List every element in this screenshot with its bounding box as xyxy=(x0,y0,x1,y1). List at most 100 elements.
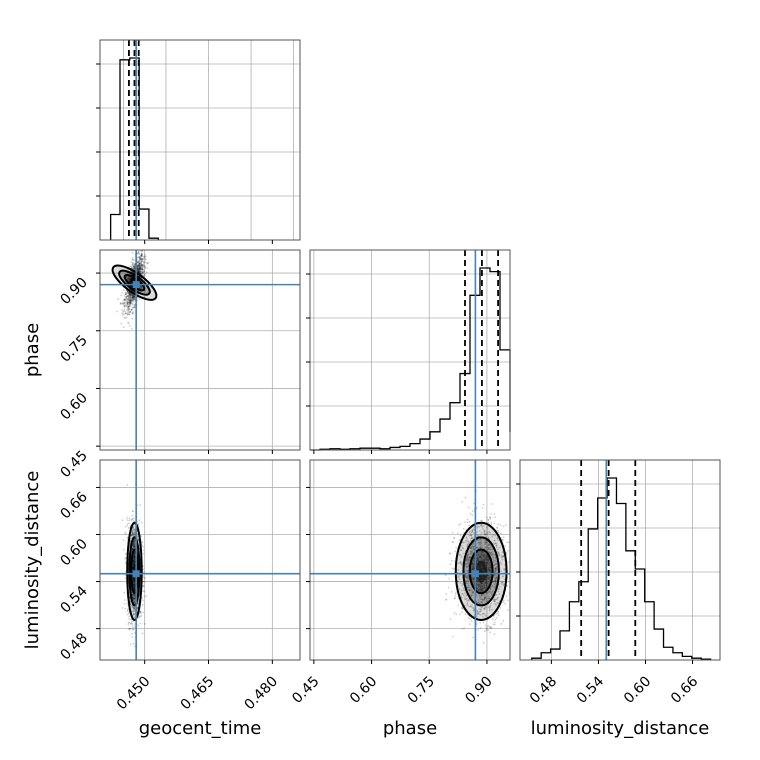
sample-point xyxy=(451,541,454,544)
sample-point xyxy=(142,270,145,272)
sample-point xyxy=(130,299,133,302)
sample-point xyxy=(138,266,141,269)
sample-point xyxy=(131,510,134,513)
sample-point xyxy=(125,312,128,315)
sample-point xyxy=(485,526,488,529)
contour-line xyxy=(454,521,508,622)
sample-point xyxy=(497,610,500,613)
sample-point xyxy=(465,576,468,579)
sample-point xyxy=(461,562,464,564)
sample-point xyxy=(464,576,467,578)
sample-point xyxy=(124,574,127,577)
scatter-panel-geocent_time-luminosity_distance xyxy=(96,459,301,664)
sample-point xyxy=(496,527,498,529)
sample-point xyxy=(133,298,136,300)
sample-point xyxy=(143,590,146,593)
sample-point xyxy=(126,302,129,305)
y-tick-label-phase: 0.60 xyxy=(57,390,90,423)
sample-point xyxy=(479,546,481,549)
sample-point xyxy=(125,295,128,298)
sample-point xyxy=(132,266,135,269)
sample-point xyxy=(484,596,486,599)
sample-point xyxy=(133,589,136,592)
sample-point xyxy=(132,542,135,545)
sample-point xyxy=(464,521,467,524)
sample-point xyxy=(133,553,136,556)
sample-point xyxy=(137,270,140,273)
sample-point xyxy=(141,267,143,269)
sample-point xyxy=(133,594,136,597)
sample-point xyxy=(488,566,491,568)
sample-point xyxy=(122,310,124,313)
sample-point xyxy=(137,264,140,266)
sample-point xyxy=(466,575,469,578)
sample-point xyxy=(136,269,139,272)
sample-point xyxy=(469,553,472,555)
sample-point xyxy=(140,267,143,270)
sample-point xyxy=(465,574,468,577)
sample-point xyxy=(493,633,496,636)
sample-point xyxy=(132,541,135,543)
sample-point xyxy=(484,630,486,633)
sample-point xyxy=(128,311,131,314)
sample-point xyxy=(487,536,490,539)
sample-point xyxy=(477,628,479,631)
sample-point xyxy=(139,263,141,266)
sample-point xyxy=(137,268,140,271)
sample-point xyxy=(475,587,478,589)
sample-point xyxy=(500,623,503,625)
sample-point xyxy=(129,302,131,305)
sample-point xyxy=(141,258,144,261)
sample-point xyxy=(133,606,135,609)
sample-point xyxy=(138,268,141,271)
sample-point xyxy=(489,588,492,591)
sample-point xyxy=(137,599,140,602)
sample-point xyxy=(127,308,130,311)
sample-point xyxy=(133,595,136,598)
sample-point xyxy=(485,592,488,595)
sample-point xyxy=(482,615,485,618)
sample-point xyxy=(128,295,131,298)
sample-point xyxy=(486,558,489,561)
sample-point xyxy=(483,554,486,556)
sample-point xyxy=(130,618,132,621)
sample-point xyxy=(119,303,122,305)
sample-point xyxy=(131,519,133,521)
sample-point xyxy=(479,541,482,544)
sample-point xyxy=(127,301,130,304)
sample-point xyxy=(121,309,124,312)
sample-point xyxy=(466,541,469,543)
sample-point xyxy=(129,304,131,307)
sample-point xyxy=(133,555,136,558)
sample-point xyxy=(470,605,473,608)
sample-point xyxy=(481,593,484,596)
scatter-panel-geocent_time-phase xyxy=(96,249,301,454)
sample-point xyxy=(455,591,457,594)
sample-point xyxy=(486,548,489,551)
sample-point xyxy=(511,561,513,563)
sample-point xyxy=(481,507,484,509)
sample-point xyxy=(488,590,490,593)
sample-point xyxy=(138,262,141,265)
sample-point xyxy=(137,269,140,272)
sample-point xyxy=(132,546,135,549)
sample-point xyxy=(479,554,482,557)
sample-point xyxy=(128,277,130,280)
sample-point xyxy=(139,257,142,260)
sample-point xyxy=(487,567,490,570)
sample-point xyxy=(486,530,488,533)
sample-point xyxy=(482,599,485,601)
sample-point xyxy=(493,539,496,542)
sample-point xyxy=(136,267,139,270)
y-tick-label-phase: 0.75 xyxy=(57,332,90,365)
sample-point xyxy=(485,575,488,578)
y-tick-label-luminosity_distance: 0.60 xyxy=(57,536,90,569)
sample-point xyxy=(141,264,144,267)
sample-point xyxy=(130,276,133,279)
sample-point xyxy=(131,297,134,300)
sample-point xyxy=(141,265,144,267)
sample-point xyxy=(510,577,512,579)
sample-point xyxy=(513,558,515,560)
sample-point xyxy=(479,586,482,588)
sample-point xyxy=(483,613,486,616)
